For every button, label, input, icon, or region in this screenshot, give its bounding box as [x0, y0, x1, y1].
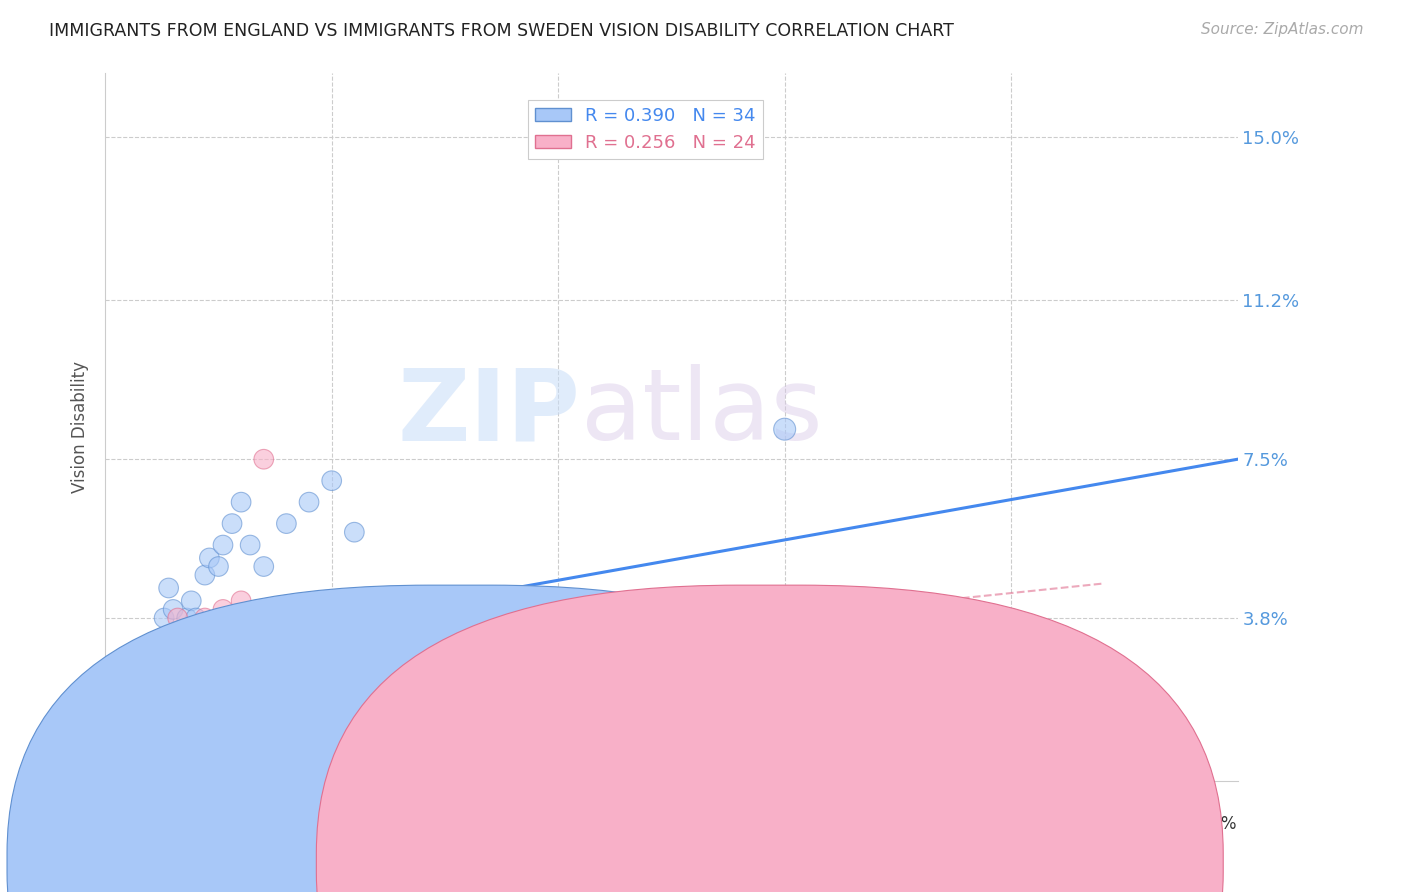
Point: [276, 516, 298, 531]
Point: [388, 753, 411, 767]
Point: [107, 731, 129, 746]
Point: [121, 697, 143, 711]
Point: [221, 516, 243, 531]
Point: [148, 688, 170, 702]
Point: [637, 654, 659, 668]
Text: Source: ZipAtlas.com: Source: ZipAtlas.com: [1201, 22, 1364, 37]
Point: [207, 559, 229, 574]
Point: [229, 594, 252, 608]
Text: atlas: atlas: [581, 364, 823, 461]
Point: [411, 731, 433, 746]
Point: [212, 602, 235, 616]
Point: [117, 723, 139, 737]
Legend: R = 0.390   N = 34, R = 0.256   N = 24: R = 0.390 N = 34, R = 0.256 N = 24: [527, 100, 763, 159]
Point: [202, 637, 225, 651]
Point: [343, 525, 366, 540]
Point: [184, 624, 207, 638]
Text: IMMIGRANTS FROM ENGLAND VS IMMIGRANTS FROM SWEDEN VISION DISABILITY CORRELATION : IMMIGRANTS FROM ENGLAND VS IMMIGRANTS FR…: [49, 22, 955, 40]
Point: [1045, 688, 1067, 702]
Point: [212, 538, 235, 552]
Point: [194, 611, 217, 625]
Point: [166, 624, 188, 638]
Point: [125, 645, 148, 659]
Point: [148, 645, 170, 659]
Point: [112, 680, 135, 694]
Y-axis label: Vision Disability: Vision Disability: [72, 361, 89, 493]
Point: [184, 611, 207, 625]
Point: [180, 594, 202, 608]
Text: 0.0%: 0.0%: [105, 815, 148, 833]
Point: [253, 559, 276, 574]
Point: [221, 611, 243, 625]
Point: [229, 495, 252, 509]
Point: [773, 422, 796, 436]
Point: [176, 637, 198, 651]
Point: [194, 568, 217, 582]
Point: [112, 710, 135, 724]
Text: 25.0%: 25.0%: [1185, 815, 1237, 833]
Text: ZIP: ZIP: [398, 364, 581, 461]
Point: [166, 611, 188, 625]
Point: [239, 538, 262, 552]
Point: [139, 697, 162, 711]
Point: [955, 666, 977, 681]
Point: [457, 654, 479, 668]
Point: [298, 602, 321, 616]
Point: [157, 581, 180, 595]
Point: [153, 666, 176, 681]
Point: [321, 474, 343, 488]
Point: [117, 666, 139, 681]
Point: [298, 495, 321, 509]
Point: [253, 452, 276, 467]
Point: [131, 680, 153, 694]
Point: [162, 645, 184, 659]
Point: [366, 594, 388, 608]
Point: [135, 710, 157, 724]
Point: [547, 697, 569, 711]
Text: Immigrants from Sweden: Immigrants from Sweden: [738, 843, 949, 861]
Point: [176, 611, 198, 625]
Point: [131, 666, 153, 681]
Point: [107, 697, 129, 711]
Point: [153, 611, 176, 625]
Point: [135, 654, 157, 668]
Point: [198, 550, 221, 565]
Point: [162, 602, 184, 616]
Text: Immigrants from England: Immigrants from England: [429, 843, 640, 861]
Point: [125, 688, 148, 702]
Point: [139, 637, 162, 651]
Point: [121, 688, 143, 702]
